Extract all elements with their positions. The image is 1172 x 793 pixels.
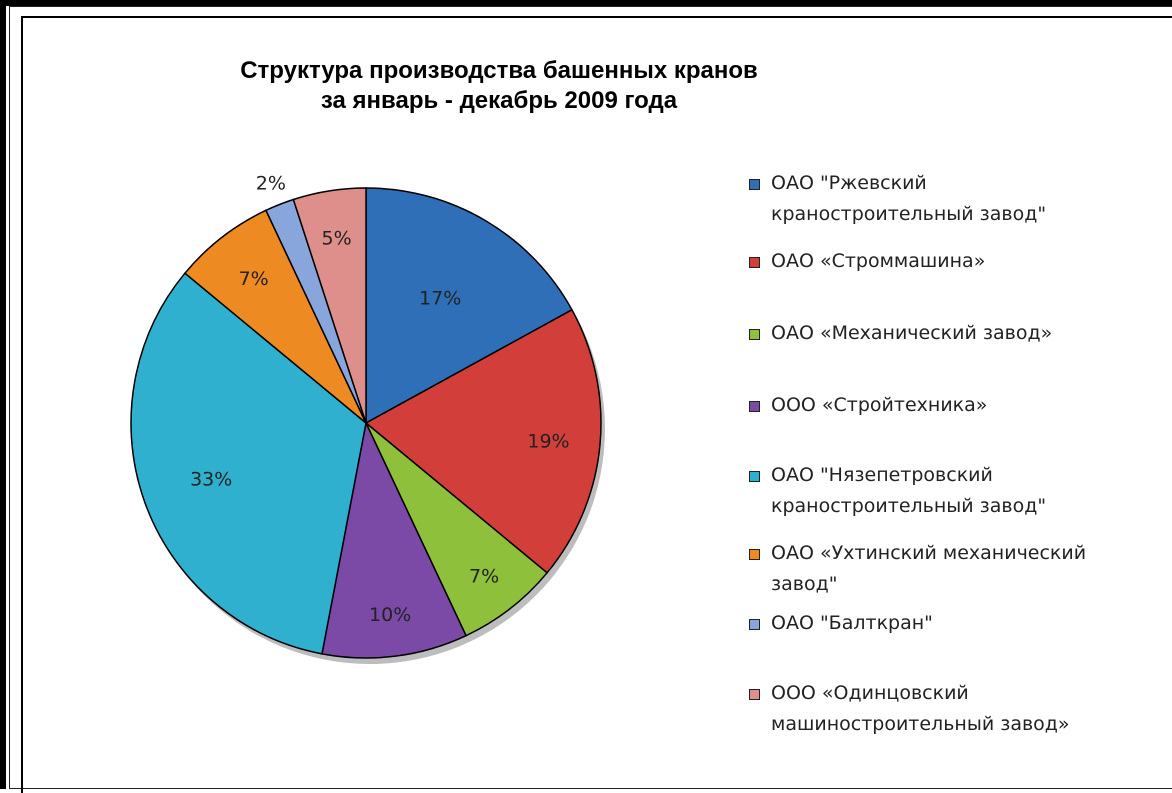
pie-slice-label-2: 19%	[527, 430, 569, 452]
legend-label: ОАО "Нязепетровский краностроительный за…	[771, 464, 1047, 517]
pie-slice-5	[130, 272, 367, 655]
pie-slice-label-7: 2%	[256, 173, 286, 195]
chart-title-line-2: за январь - декабрь 2009 года	[320, 87, 678, 114]
legend-swatch	[749, 689, 760, 700]
pie-slice-label-6: 7%	[239, 268, 269, 290]
legend-label: ОАО "Балткран"	[771, 612, 933, 634]
legend-label: ОАО «Строммашина»	[771, 250, 986, 272]
legend-swatch	[749, 257, 760, 268]
legend-label: ОАО «Ухтинский механический завод"	[771, 542, 1087, 595]
legend-swatch	[749, 471, 760, 482]
pie-slice-label-4: 10%	[369, 604, 411, 626]
pie-slice-8	[292, 187, 367, 424]
pie-slice-label-5: 33%	[190, 469, 232, 491]
pie-slice-2	[364, 308, 602, 574]
legend-swatch	[749, 619, 760, 630]
legend-label: ООО «Стройтехника»	[771, 394, 988, 416]
chart-title-line-1: Структура производства башенных кранов	[240, 57, 758, 84]
pie-slice-6	[183, 209, 367, 424]
legend-label: ОАО "Ржевский краностроительный завод"	[771, 172, 1047, 225]
pie-slice-label-1: 17%	[419, 288, 461, 310]
pie-slice-4	[321, 420, 468, 659]
chart-title: Структура производства башенных кранов з…	[189, 56, 809, 116]
pie-slice-label-8: 5%	[322, 227, 352, 249]
pie-slice-1	[365, 187, 573, 425]
legend-label: ООО «Одинцовский машиностроительный заво…	[771, 682, 1070, 735]
legend-swatch	[749, 401, 760, 412]
legend-swatch	[749, 179, 760, 190]
legend-label: ОАО «Механический завод»	[771, 322, 1053, 344]
pie-slice-3	[365, 422, 549, 637]
legend-swatch	[749, 329, 760, 340]
pie-slice-label-3: 7%	[469, 565, 499, 587]
legend-swatch	[749, 549, 760, 560]
